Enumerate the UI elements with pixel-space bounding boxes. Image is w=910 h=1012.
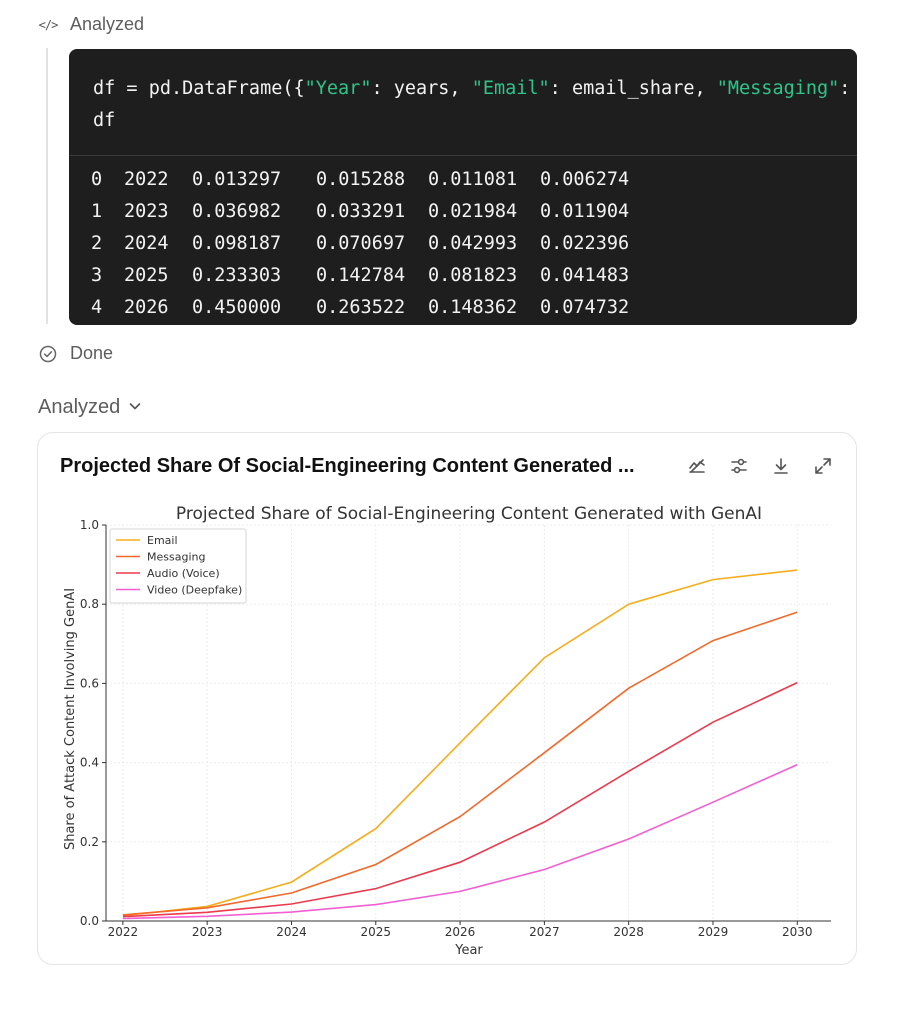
output-row: 2 2024 0.098187 0.070697 0.042993 0.022396 bbox=[91, 233, 630, 254]
chart-card-title: Projected Share Of Social-Engineering Co… bbox=[60, 455, 635, 477]
chevron-down-icon bbox=[128, 396, 142, 419]
code-block: df = pd.DataFrame({"Year": years, "Email… bbox=[69, 49, 857, 325]
series-line bbox=[122, 681, 798, 918]
x-tick-label: 2027 bbox=[529, 925, 560, 939]
x-tick-label: 2022 bbox=[108, 925, 139, 939]
x-tick-label: 2028 bbox=[613, 925, 644, 939]
code-line-1: df = pd.DataFrame({"Year": years, "Email… bbox=[93, 78, 851, 99]
analyzed-toggle-label: Analyzed bbox=[38, 396, 121, 418]
expand-icon[interactable] bbox=[812, 455, 834, 477]
series-line bbox=[122, 763, 798, 920]
chart-title: Projected Share of Social-Engineering Co… bbox=[176, 504, 762, 524]
x-axis-label: Year bbox=[454, 943, 483, 958]
legend-label: Video (Deepfake) bbox=[147, 584, 242, 597]
series-line bbox=[122, 569, 798, 917]
analyzed-status[interactable]: </> Analyzed bbox=[38, 14, 144, 35]
code-icon: </> bbox=[38, 17, 59, 32]
axes: 2022 2023 2024 2025 2026 2027 2028 2029 2030 0.0 0… bbox=[80, 518, 831, 939]
y-tick-label: 0.2 bbox=[80, 835, 99, 849]
switch-chart-icon[interactable] bbox=[686, 455, 708, 477]
output-row: 4 2026 0.450000 0.263522 0.148362 0.074732 bbox=[91, 297, 630, 318]
output-row: 0 2022 0.013297 0.015288 0.011081 0.006274 bbox=[91, 169, 630, 190]
thread-rail bbox=[46, 48, 48, 324]
check-circle-icon bbox=[38, 344, 58, 364]
legend-label: Messaging bbox=[147, 551, 205, 564]
y-tick-label: 1.0 bbox=[80, 518, 99, 532]
code-source: df = pd.DataFrame({"Year": years, "Email… bbox=[69, 49, 857, 156]
x-tick-label: 2025 bbox=[360, 925, 391, 939]
chart-toolbar bbox=[686, 455, 834, 477]
series-line bbox=[122, 611, 798, 916]
legend-box bbox=[109, 528, 247, 604]
done-label: Done bbox=[70, 343, 114, 363]
y-tick-label: 0.0 bbox=[80, 914, 99, 928]
x-tick-label: 2030 bbox=[782, 925, 813, 939]
y-tick-label: 0.4 bbox=[80, 756, 99, 770]
x-tick-label: 2024 bbox=[276, 925, 307, 939]
y-tick-label: 0.8 bbox=[80, 597, 99, 611]
line-chart: Projected Share of Social-Engineering Co… bbox=[63, 504, 831, 958]
x-tick-label: 2023 bbox=[192, 925, 223, 939]
analyzed-status-label: Analyzed bbox=[70, 14, 145, 34]
output-row: 3 2025 0.233303 0.142784 0.081823 0.041483 bbox=[91, 265, 630, 286]
settings-sliders-icon[interactable] bbox=[728, 455, 750, 477]
chart-card: Projected Share Of Social-Engineering Co… bbox=[37, 432, 857, 965]
download-icon[interactable] bbox=[770, 455, 792, 477]
analyzed-toggle[interactable]: Analyzed bbox=[38, 396, 142, 419]
x-tick-label: 2026 bbox=[445, 925, 476, 939]
y-tick-label: 0.6 bbox=[80, 676, 99, 690]
done-status: Done bbox=[38, 343, 113, 364]
series-lines bbox=[122, 569, 798, 920]
output-row: 1 2023 0.036982 0.033291 0.021984 0.011904 bbox=[91, 201, 630, 222]
x-tick-label: 2029 bbox=[698, 925, 729, 939]
legend-label: Audio (Voice) bbox=[147, 567, 220, 580]
legend: Email Messaging Audio (Voice) Video (Deepfa… bbox=[109, 528, 247, 604]
legend-label: Email bbox=[147, 534, 178, 547]
code-line-2: df bbox=[93, 110, 116, 131]
y-axis-label: Share of Attack Content Involving GenAI bbox=[63, 588, 78, 850]
